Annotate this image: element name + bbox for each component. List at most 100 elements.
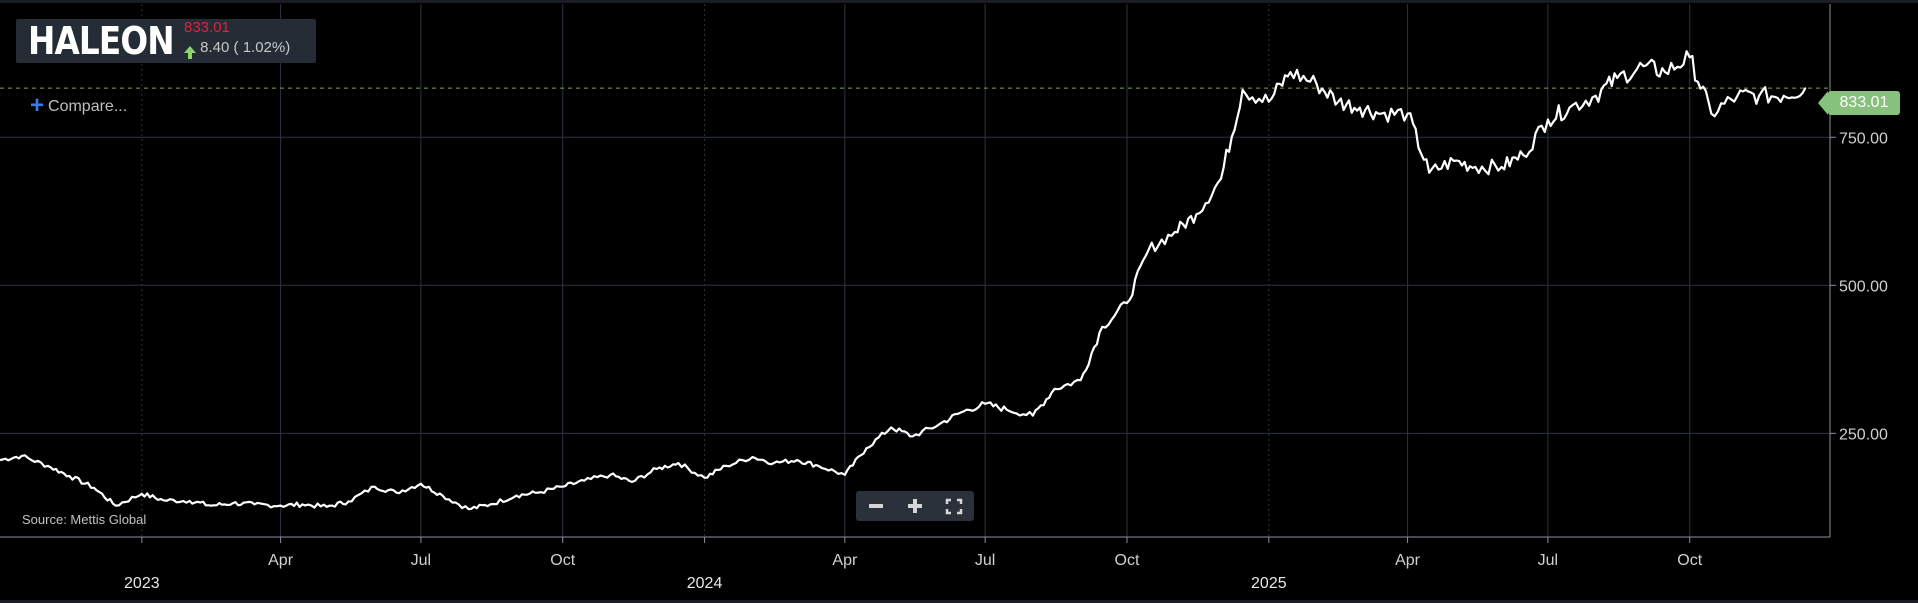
data-point [68, 475, 71, 477]
data-point [114, 504, 117, 507]
ticker-name: HALEON [28, 19, 175, 63]
data-point [1804, 87, 1807, 89]
data-point [231, 502, 234, 505]
data-point [1032, 414, 1034, 417]
source-label: Source: Mettis Global [22, 512, 147, 527]
data-point [1220, 177, 1222, 180]
data-point [1195, 213, 1198, 216]
y-tick-label: 750.00 [1839, 130, 1888, 147]
data-point [162, 499, 165, 502]
data-point [1616, 77, 1619, 79]
data-point [631, 481, 633, 483]
data-point [1147, 248, 1150, 251]
data-point [865, 447, 868, 449]
data-point [751, 456, 754, 458]
data-point [890, 426, 892, 429]
data-point [1380, 112, 1383, 115]
ticker-panel: HALEON 833.01 8.40 ( 1.02%) [16, 19, 316, 63]
data-point [1522, 154, 1525, 156]
data-point [1547, 118, 1549, 121]
data-point [395, 491, 398, 494]
compare-button[interactable]: + Compare... [30, 92, 128, 119]
data-point [20, 455, 23, 457]
data-point [984, 402, 986, 405]
data-point [1406, 112, 1409, 115]
x-tick-label: Oct [550, 552, 575, 569]
up-arrow-stem [188, 53, 192, 59]
data-point [1173, 231, 1176, 233]
data-point [253, 503, 256, 506]
x-tick-label: Apr [1395, 552, 1421, 569]
data-point [1268, 100, 1270, 103]
x-year-label: 2023 [124, 575, 160, 592]
data-point [1126, 302, 1128, 304]
plus-icon: + [30, 92, 45, 119]
data-point [0, 459, 1, 461]
data-point [938, 423, 940, 426]
data-point [1710, 112, 1713, 115]
data-point [773, 462, 775, 464]
y-tick-label: 500.00 [1839, 278, 1888, 295]
data-point [1642, 65, 1645, 67]
minus-icon [869, 504, 883, 508]
data-point [373, 485, 376, 488]
data-point [301, 503, 303, 506]
last-price-tag: 833.01 [1818, 91, 1900, 115]
x-tick-label: Jul [411, 552, 431, 569]
data-point [347, 500, 350, 503]
x-year-label: 2025 [1251, 575, 1287, 592]
data-point [46, 465, 49, 467]
data-point [1079, 379, 1082, 381]
data-point [844, 474, 846, 476]
data-point [796, 459, 798, 461]
data-point [326, 505, 328, 508]
data-point [1736, 94, 1739, 97]
zoom-in-button[interactable] [897, 491, 933, 521]
data-point [420, 482, 422, 485]
data-point [655, 468, 658, 470]
data-point [703, 476, 706, 479]
x-tick-label: Oct [1677, 552, 1702, 569]
data-point [210, 504, 213, 507]
data-point [561, 485, 564, 488]
data-point [515, 494, 518, 497]
fullscreen-button[interactable] [936, 491, 972, 521]
y-tick-label: 250.00 [1839, 426, 1888, 443]
ticker-change-row: 8.40 ( 1.02%) [184, 38, 291, 59]
data-point [1428, 171, 1430, 174]
data-point [911, 435, 914, 438]
zoom-out-button[interactable] [858, 491, 894, 521]
data-point [1289, 71, 1292, 73]
data-point [1782, 94, 1785, 97]
ticker-change: 8.40 ( 1.02%) [200, 39, 291, 56]
data-point [817, 465, 820, 467]
data-point [489, 503, 492, 506]
compare-label: Compare... [48, 98, 128, 115]
data-point [1758, 94, 1760, 97]
data-point [1594, 94, 1597, 97]
data-point [1500, 166, 1503, 168]
data-point [1005, 408, 1008, 411]
data-point [959, 411, 962, 414]
fullscreen-icon [945, 498, 963, 515]
zoom-controls [856, 491, 974, 521]
data-point [1337, 100, 1339, 103]
data-point [1101, 325, 1104, 328]
data-point [1474, 166, 1477, 168]
data-point [1664, 71, 1666, 73]
data-point [1568, 106, 1571, 109]
data-point [725, 465, 727, 467]
data-point [1688, 56, 1691, 59]
data-point [537, 491, 539, 494]
x-tick-label: Jul [1538, 552, 1558, 569]
data-point [188, 500, 191, 502]
x-tick-label: Oct [1115, 552, 1140, 569]
data-point [441, 494, 444, 497]
plus-icon [908, 499, 922, 513]
x-year-label: 2024 [687, 575, 723, 592]
x-tick-label: Apr [268, 552, 294, 569]
ticker-price: 833.01 [184, 19, 230, 36]
data-point [93, 487, 95, 489]
